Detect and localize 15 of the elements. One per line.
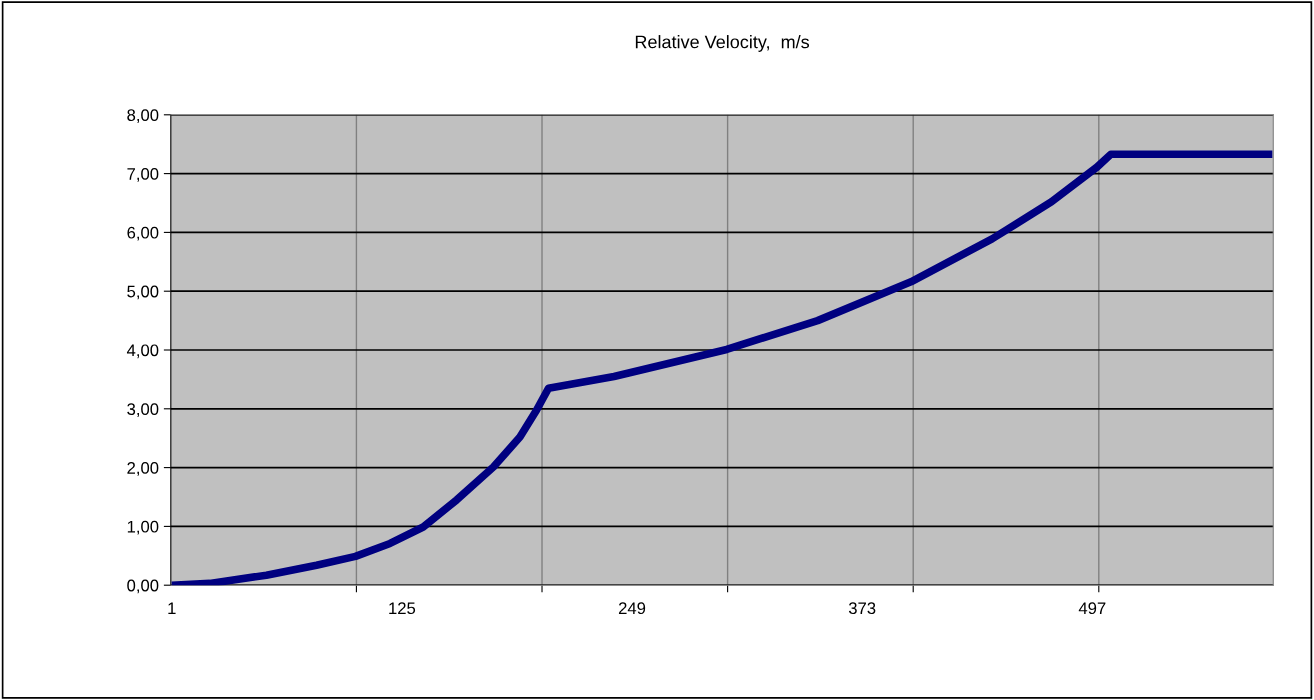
y-tick-label: 3,00 xyxy=(127,403,159,417)
y-tick-label: 8,00 xyxy=(127,109,159,123)
x-tick-label: 249 xyxy=(618,602,646,615)
y-tick-label: 0,00 xyxy=(127,579,159,594)
x-tick-label: 125 xyxy=(389,602,416,615)
y-tick-label: 6,00 xyxy=(127,226,159,241)
y-tick-label: 4,00 xyxy=(126,344,159,359)
x-tick-label: 497 xyxy=(1078,602,1106,615)
y-tick-label: 5,00 xyxy=(127,285,159,300)
chart-title: Relative Velocity, m/s xyxy=(635,35,810,52)
y-tick-label: 2,00 xyxy=(127,462,159,476)
x-tick-label: 1 xyxy=(168,602,176,614)
x-tick-label: 373 xyxy=(848,602,876,615)
y-tick-label: 7,00 xyxy=(127,168,159,182)
y-tick-label: 1,00 xyxy=(127,520,159,535)
